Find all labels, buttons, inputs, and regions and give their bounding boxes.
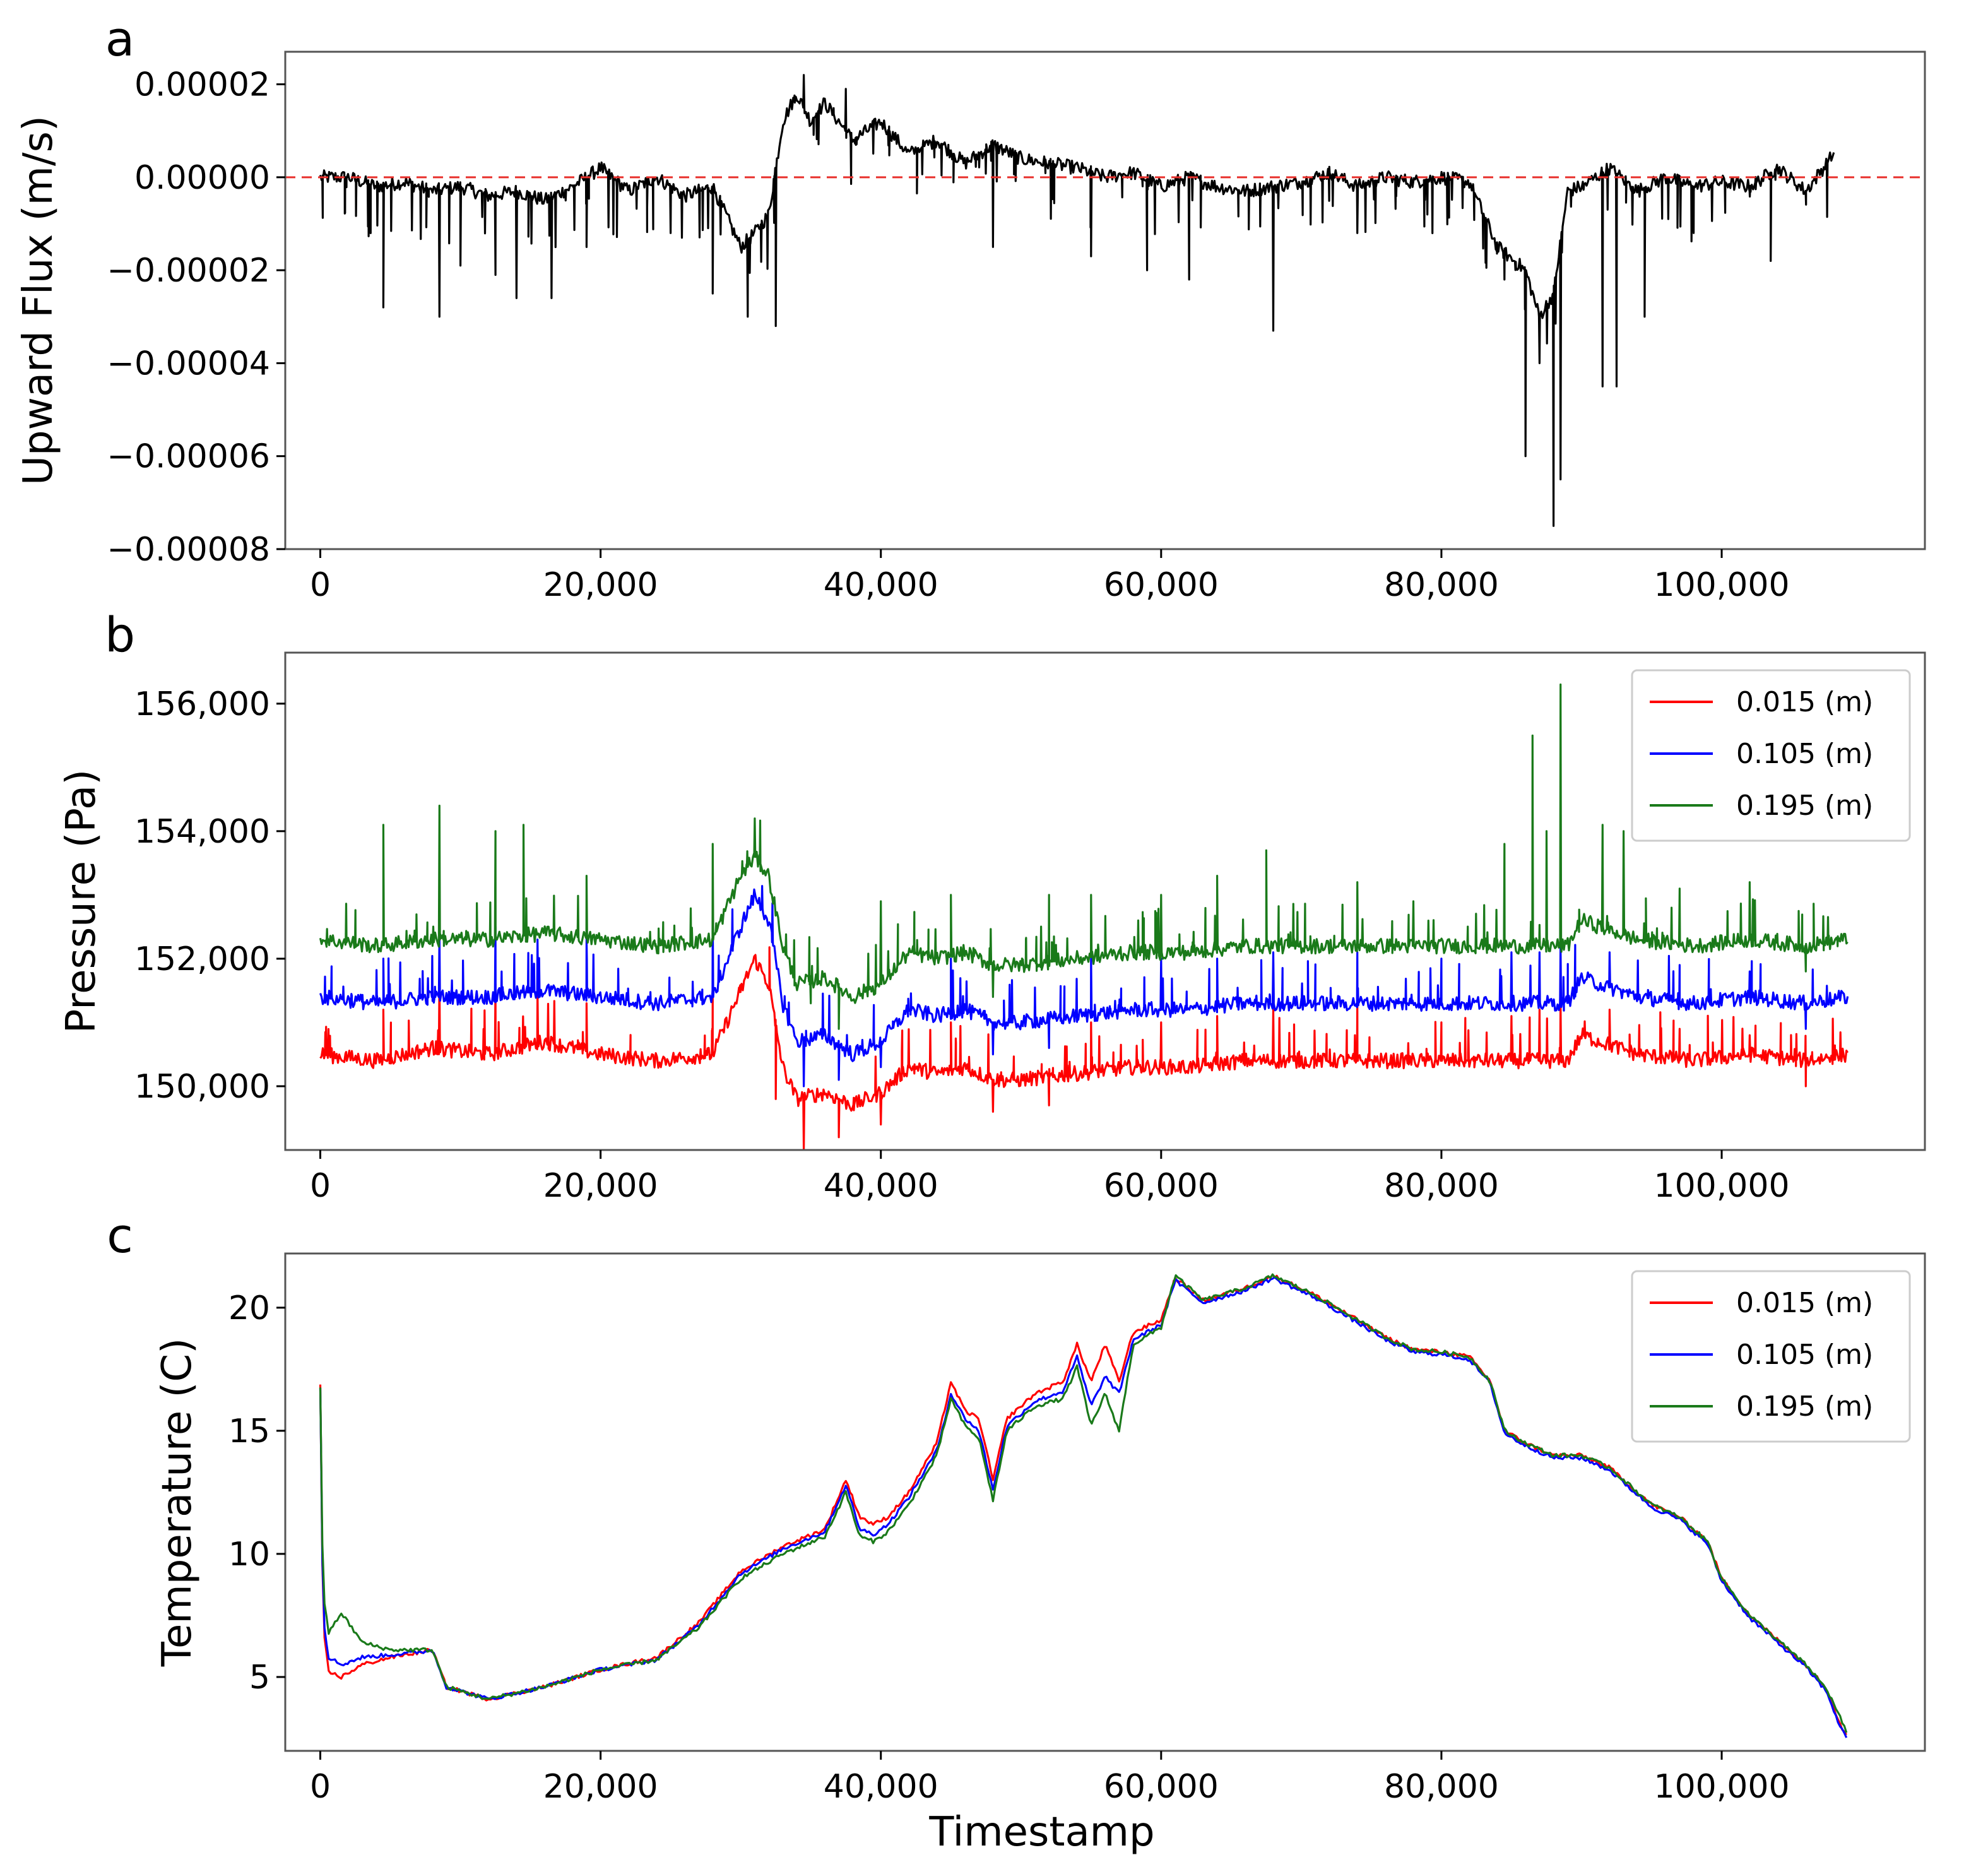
y-tick-label: 5 <box>249 1659 270 1697</box>
plot-area <box>285 74 1925 527</box>
x-tick-label: 40,000 <box>824 566 938 604</box>
plot-area <box>319 683 1849 1150</box>
legend-label: 0.105 (m) <box>1736 1339 1873 1371</box>
legend-label: 0.015 (m) <box>1736 686 1873 718</box>
x-tick-label: 80,000 <box>1384 1167 1499 1205</box>
y-tick-label: 15 <box>228 1413 270 1450</box>
panel-c: c 0 20,000 40,000 60,000 80,000 100,000 5 10 15 20… <box>107 1207 1926 1855</box>
y-tick-label: 150,000 <box>134 1068 270 1106</box>
y-tick-label: −0.00006 <box>107 438 270 476</box>
x-tick-label: 0 <box>310 566 331 604</box>
plot-frame <box>284 651 1926 1151</box>
legend-label: 0.105 (m) <box>1736 738 1873 770</box>
panel-b: b 0 20,000 40,000 60,000 80,000 100,000 150,000… <box>58 607 1926 1205</box>
y-axis-label: Pressure (Pa) <box>58 769 105 1034</box>
plot-frame <box>284 1252 1926 1752</box>
x-tick-label: 100,000 <box>1654 566 1790 604</box>
y-axis-label: Temperature (C) <box>154 1338 201 1667</box>
x-tick-label: 100,000 <box>1654 1167 1790 1205</box>
x-tick-label: 0 <box>310 1768 331 1806</box>
y-tick-label: 154,000 <box>134 813 270 851</box>
panel-a: a 0 20,000 40,000 60,000 80,000 100,000 −0.0000… <box>15 11 1926 604</box>
x-tick-label: 40,000 <box>824 1768 938 1806</box>
y-tick-label: 0.00002 <box>134 66 270 104</box>
plot-frame <box>284 50 1926 550</box>
series-line-1 <box>319 74 1835 527</box>
x-tick-label: 60,000 <box>1104 1167 1219 1205</box>
x-tick-label: 0 <box>310 1167 331 1205</box>
legend-label: 0.195 (m) <box>1736 790 1873 822</box>
legend-label: 0.195 (m) <box>1736 1390 1873 1423</box>
panel-letter: a <box>105 11 135 67</box>
legend-box <box>1631 669 1911 842</box>
x-axis-label: Timestamp <box>928 1809 1154 1855</box>
y-tick-label: 0.00000 <box>134 159 270 197</box>
series-line-3 <box>319 1273 1848 1733</box>
legend: 0.015 (m) 0.105 (m) 0.195 (m) <box>1631 1270 1911 1443</box>
plot-area <box>319 1273 1848 1738</box>
panel-letter: c <box>107 1207 133 1264</box>
panel-letter: b <box>105 607 135 663</box>
x-tick-label: 80,000 <box>1384 566 1499 604</box>
y-tick-label: 156,000 <box>134 685 270 723</box>
y-tick-label: −0.00004 <box>107 345 270 382</box>
x-tick-label: 80,000 <box>1384 1768 1499 1806</box>
x-tick-label: 60,000 <box>1104 566 1219 604</box>
legend-box <box>1631 1270 1911 1443</box>
x-tick-label: 60,000 <box>1104 1768 1219 1806</box>
series-line-1 <box>319 1274 1848 1736</box>
series-line-1 <box>319 946 1849 1150</box>
y-tick-label: 152,000 <box>134 940 270 978</box>
y-tick-label: 10 <box>228 1536 270 1573</box>
y-tick-label: −0.00002 <box>107 252 270 290</box>
x-tick-label: 20,000 <box>543 1167 658 1205</box>
x-tick-label: 20,000 <box>543 566 658 604</box>
series-line-3 <box>319 683 1849 1030</box>
legend: 0.015 (m) 0.105 (m) 0.195 (m) <box>1631 669 1911 842</box>
series-line-2 <box>319 885 1849 1088</box>
x-tick-label: 40,000 <box>824 1167 938 1205</box>
x-tick-label: 100,000 <box>1654 1768 1790 1806</box>
legend-label: 0.015 (m) <box>1736 1287 1873 1319</box>
series-line-2 <box>319 1276 1848 1738</box>
y-axis-label: Upward Flux (m/s) <box>15 116 62 485</box>
y-tick-label: −0.00008 <box>107 531 270 569</box>
x-tick-label: 20,000 <box>543 1768 658 1806</box>
y-tick-label: 20 <box>228 1289 270 1327</box>
